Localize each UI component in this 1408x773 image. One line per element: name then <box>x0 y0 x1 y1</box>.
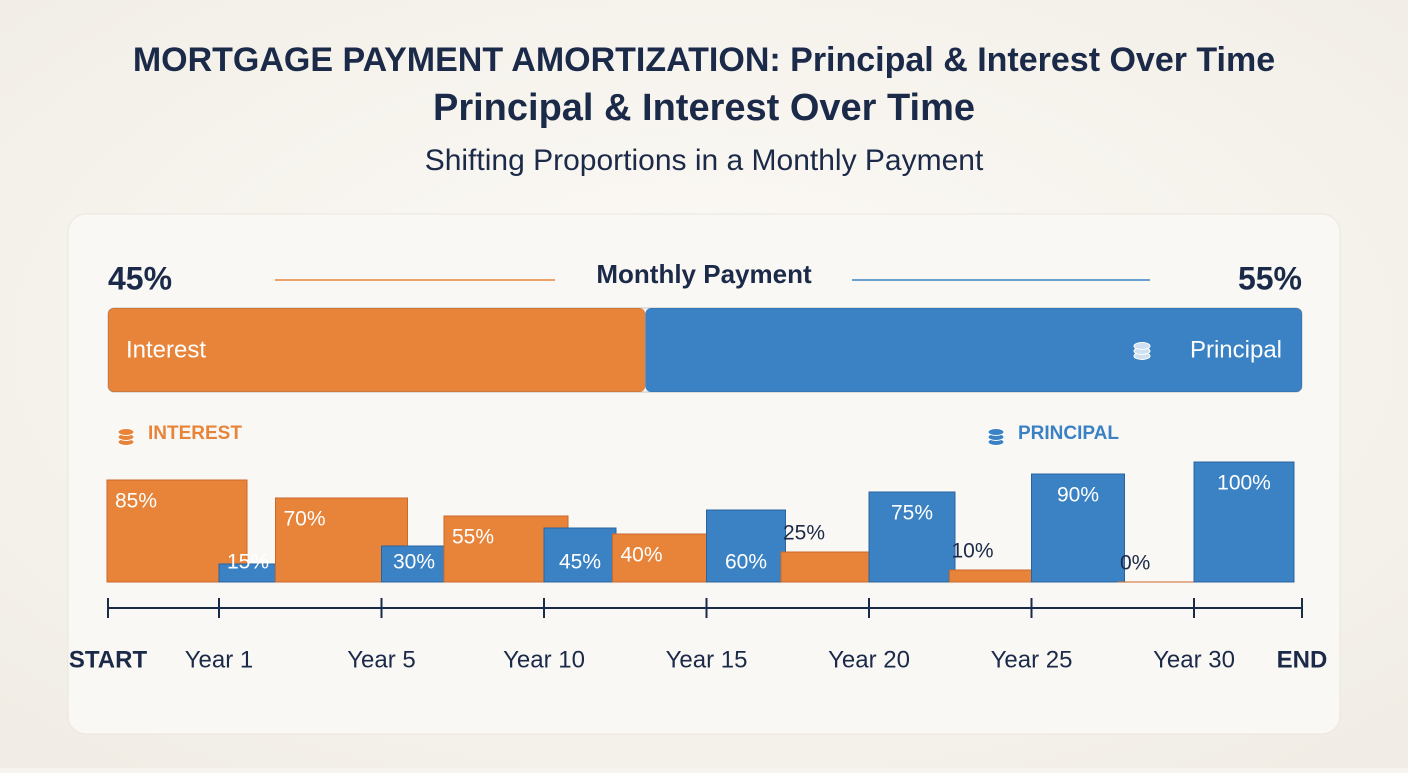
legend-label: PRINCIPAL <box>1018 423 1119 444</box>
x-tick-label: Year 25 <box>991 646 1073 673</box>
value-label: 85% <box>115 490 157 513</box>
value-label: 75% <box>891 502 933 525</box>
value-label: 45% <box>559 551 601 574</box>
title2: Principal & Interest Over Time <box>433 87 975 129</box>
coin-icon <box>988 429 1004 436</box>
x-end-label: END <box>1277 646 1328 673</box>
x-tick-label: Year 15 <box>666 646 748 673</box>
value-label: 30% <box>393 551 435 574</box>
payment-percent: 45% <box>108 260 172 296</box>
value-label: 10% <box>952 540 994 563</box>
title: MORTGAGE PAYMENT AMORTIZATION: Principal… <box>133 41 1275 79</box>
coin-icon <box>118 429 134 436</box>
x-tick-label: Year 5 <box>347 646 416 673</box>
value-label: 0% <box>1120 552 1150 575</box>
value-label: 70% <box>284 508 326 531</box>
value-label: 40% <box>621 544 663 567</box>
value-label: 100% <box>1217 472 1271 495</box>
segment-name: Principal <box>1190 336 1282 363</box>
value-label: 25% <box>783 522 825 545</box>
x-tick-label: Year 30 <box>1153 646 1235 673</box>
x-end-label: START <box>69 646 148 673</box>
subtitle: Shifting Proportions in a Monthly Paymen… <box>425 144 984 177</box>
x-tick-label: Year 20 <box>828 646 910 673</box>
value-label: 90% <box>1057 484 1099 507</box>
x-tick-label: Year 1 <box>185 646 254 673</box>
x-tick-label: Year 10 <box>503 646 585 673</box>
value-label: 15% <box>227 551 269 574</box>
legend-label: INTEREST <box>148 423 242 444</box>
segment-name: Interest <box>126 336 206 363</box>
payment-percent: 55% <box>1238 260 1302 296</box>
value-label: 60% <box>725 551 767 574</box>
coin-icon <box>1134 343 1150 350</box>
payment-title: Monthly Payment <box>596 259 812 289</box>
value-label: 55% <box>452 526 494 549</box>
